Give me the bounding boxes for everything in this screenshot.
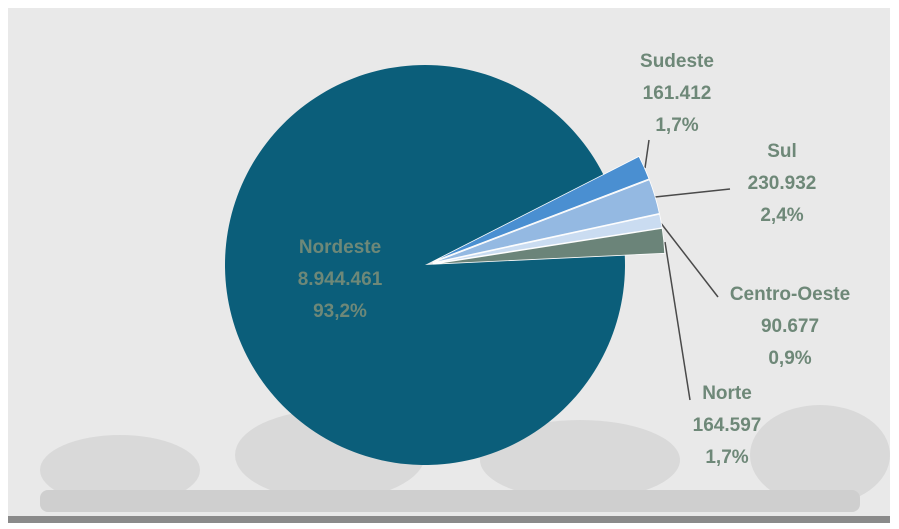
slice-label-name: Nordeste: [299, 237, 381, 258]
ground-bar: [8, 516, 890, 523]
pie-slice: [432, 155, 650, 263]
leader-lines: [644, 139, 731, 401]
slice-label-name: Centro-Oeste: [730, 284, 850, 305]
pie-slice: [432, 179, 660, 264]
slice-label-percent: 1,7%: [705, 447, 748, 468]
pie-slice: [432, 227, 666, 265]
slice-label-value: 164.597: [693, 415, 762, 436]
slice-label-name: Norte: [702, 383, 752, 404]
slice-label-name: Sudeste: [640, 51, 714, 72]
pie-slice: [225, 65, 626, 466]
slice-label-percent: 1,7%: [655, 115, 698, 136]
slice-label-percent: 93,2%: [313, 301, 367, 322]
slice-label-percent: 0,9%: [768, 348, 811, 369]
pie-slice: [432, 213, 663, 264]
slice-label-name: Sul: [767, 141, 797, 162]
slice-label-value: 161.412: [643, 83, 712, 104]
slice-label-value: 90.677: [761, 316, 819, 337]
slice-label-percent: 2,4%: [760, 205, 803, 226]
small-goats: [40, 490, 860, 512]
slice-label-value: 8.944.461: [298, 269, 383, 290]
slice-label-value: 230.932: [748, 173, 817, 194]
